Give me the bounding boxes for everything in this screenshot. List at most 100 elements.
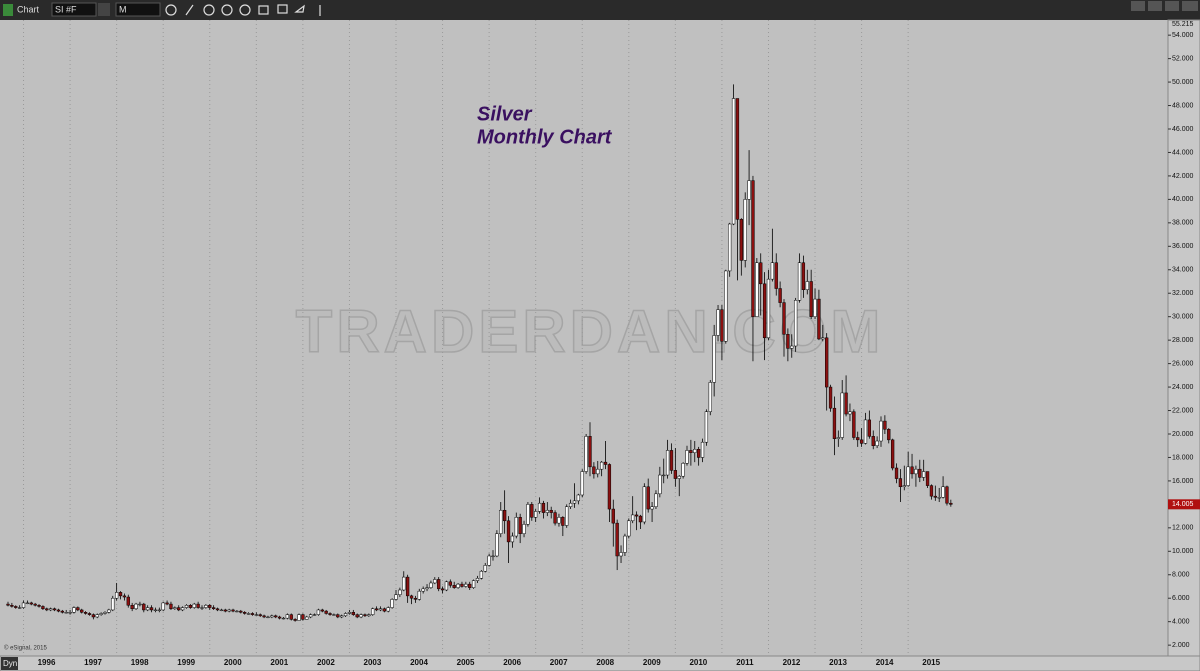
- candle-body: [471, 580, 476, 588]
- candle-body: [417, 590, 421, 600]
- candle-body: [56, 609, 61, 612]
- candle-body: [456, 583, 460, 588]
- candle-body: [289, 614, 293, 620]
- candle-body: [231, 609, 235, 612]
- tool-icon[interactable]: [221, 4, 233, 16]
- tool-icon[interactable]: [294, 4, 305, 13]
- candle-body: [502, 509, 507, 522]
- candle-body: [305, 616, 309, 620]
- candle-body: [910, 466, 914, 475]
- last-price-tag: [1168, 499, 1200, 510]
- candle-body: [720, 309, 724, 342]
- candle-body: [918, 468, 922, 478]
- candle-body: [33, 603, 37, 606]
- y-tick-label: 18.000: [1172, 454, 1194, 461]
- candle-body: [615, 522, 619, 557]
- candle-body: [266, 616, 270, 619]
- y-tick-label: 26.000: [1172, 360, 1194, 367]
- candle-body: [685, 450, 689, 464]
- tool-icon[interactable]: [185, 4, 194, 16]
- candle-body: [444, 581, 449, 591]
- close-button[interactable]: [1182, 1, 1198, 11]
- mode-box[interactable]: [1, 657, 18, 670]
- candle-body: [735, 98, 740, 220]
- symbol-button[interactable]: [98, 3, 110, 16]
- candle-body: [941, 486, 945, 498]
- candle-body: [565, 506, 569, 526]
- candle-body: [227, 609, 231, 612]
- candle-body: [165, 602, 169, 605]
- candle-body: [281, 617, 286, 620]
- candle-body: [731, 98, 736, 225]
- help-button[interactable]: [1131, 1, 1145, 11]
- candle-body: [41, 606, 45, 610]
- candle-body: [285, 614, 290, 619]
- window-title: Chart: [17, 4, 40, 14]
- copyright: © eSignal, 2015: [4, 645, 47, 652]
- candle-body: [499, 509, 503, 534]
- annotation: Silver: [477, 103, 533, 125]
- candle-body: [114, 592, 119, 599]
- candle-body: [475, 578, 480, 581]
- candle-body: [724, 270, 728, 342]
- candle-body: [254, 614, 258, 616]
- candle-body: [856, 437, 860, 441]
- mode-label: Dyn: [3, 659, 17, 668]
- candle-body: [631, 514, 635, 522]
- symbol-input[interactable]: [51, 2, 97, 17]
- candle-body: [382, 608, 387, 612]
- candle-body: [696, 448, 701, 458]
- tool-icon[interactable]: [165, 4, 177, 16]
- axis-max-label: 55.215: [1172, 21, 1194, 28]
- candle-body: [468, 583, 472, 588]
- y-tick-label: 34.000: [1172, 267, 1194, 274]
- tool-icon[interactable]: [203, 4, 215, 16]
- candle-body: [277, 616, 282, 619]
- candle-body: [246, 613, 251, 615]
- y-tick-label: 50.000: [1172, 79, 1194, 86]
- candle-body: [821, 337, 825, 340]
- y-tick-label: 20.000: [1172, 431, 1194, 438]
- candle-body: [196, 603, 200, 608]
- interval-input[interactable]: [115, 2, 161, 17]
- candle-body: [340, 615, 344, 618]
- candle-body: [797, 262, 802, 301]
- x-tick-label: 2015: [922, 658, 940, 667]
- minimize-button[interactable]: [1165, 1, 1179, 11]
- tool-icon[interactable]: [239, 4, 251, 16]
- candle-body: [332, 614, 336, 616]
- x-tick-label: 2012: [783, 658, 801, 667]
- candle-body: [402, 576, 406, 591]
- candle-body: [297, 614, 301, 621]
- candle-body: [933, 495, 937, 498]
- y-tick-label: 2.000: [1172, 642, 1190, 649]
- candle-body: [390, 599, 394, 608]
- candle-body: [421, 588, 425, 592]
- candle-body: [922, 471, 926, 478]
- candle-body: [262, 615, 266, 618]
- candle-body: [693, 448, 697, 454]
- candle-body: [316, 609, 321, 615]
- y-tick-label: 22.000: [1172, 407, 1194, 414]
- tool-icon[interactable]: [277, 4, 288, 14]
- candle-body: [235, 610, 239, 613]
- candle-body: [751, 180, 755, 317]
- candle-body: [293, 619, 297, 621]
- tool-icon[interactable]: [258, 5, 269, 15]
- restore-button[interactable]: [1148, 1, 1162, 11]
- candle-body: [45, 608, 49, 611]
- candle-body: [755, 262, 759, 317]
- candle-body: [188, 605, 193, 608]
- candle-body: [126, 596, 130, 606]
- candle-body: [778, 288, 782, 303]
- candle-body: [308, 614, 313, 618]
- candle-body: [859, 439, 864, 444]
- candle-body: [506, 520, 511, 543]
- candle-body: [374, 608, 379, 611]
- candle-body: [37, 605, 41, 607]
- x-tick-label: 2004: [410, 658, 428, 667]
- candle-body: [898, 478, 903, 488]
- candle-body: [704, 411, 709, 443]
- x-tick-label: 2011: [736, 658, 754, 667]
- candle-body: [871, 436, 875, 446]
